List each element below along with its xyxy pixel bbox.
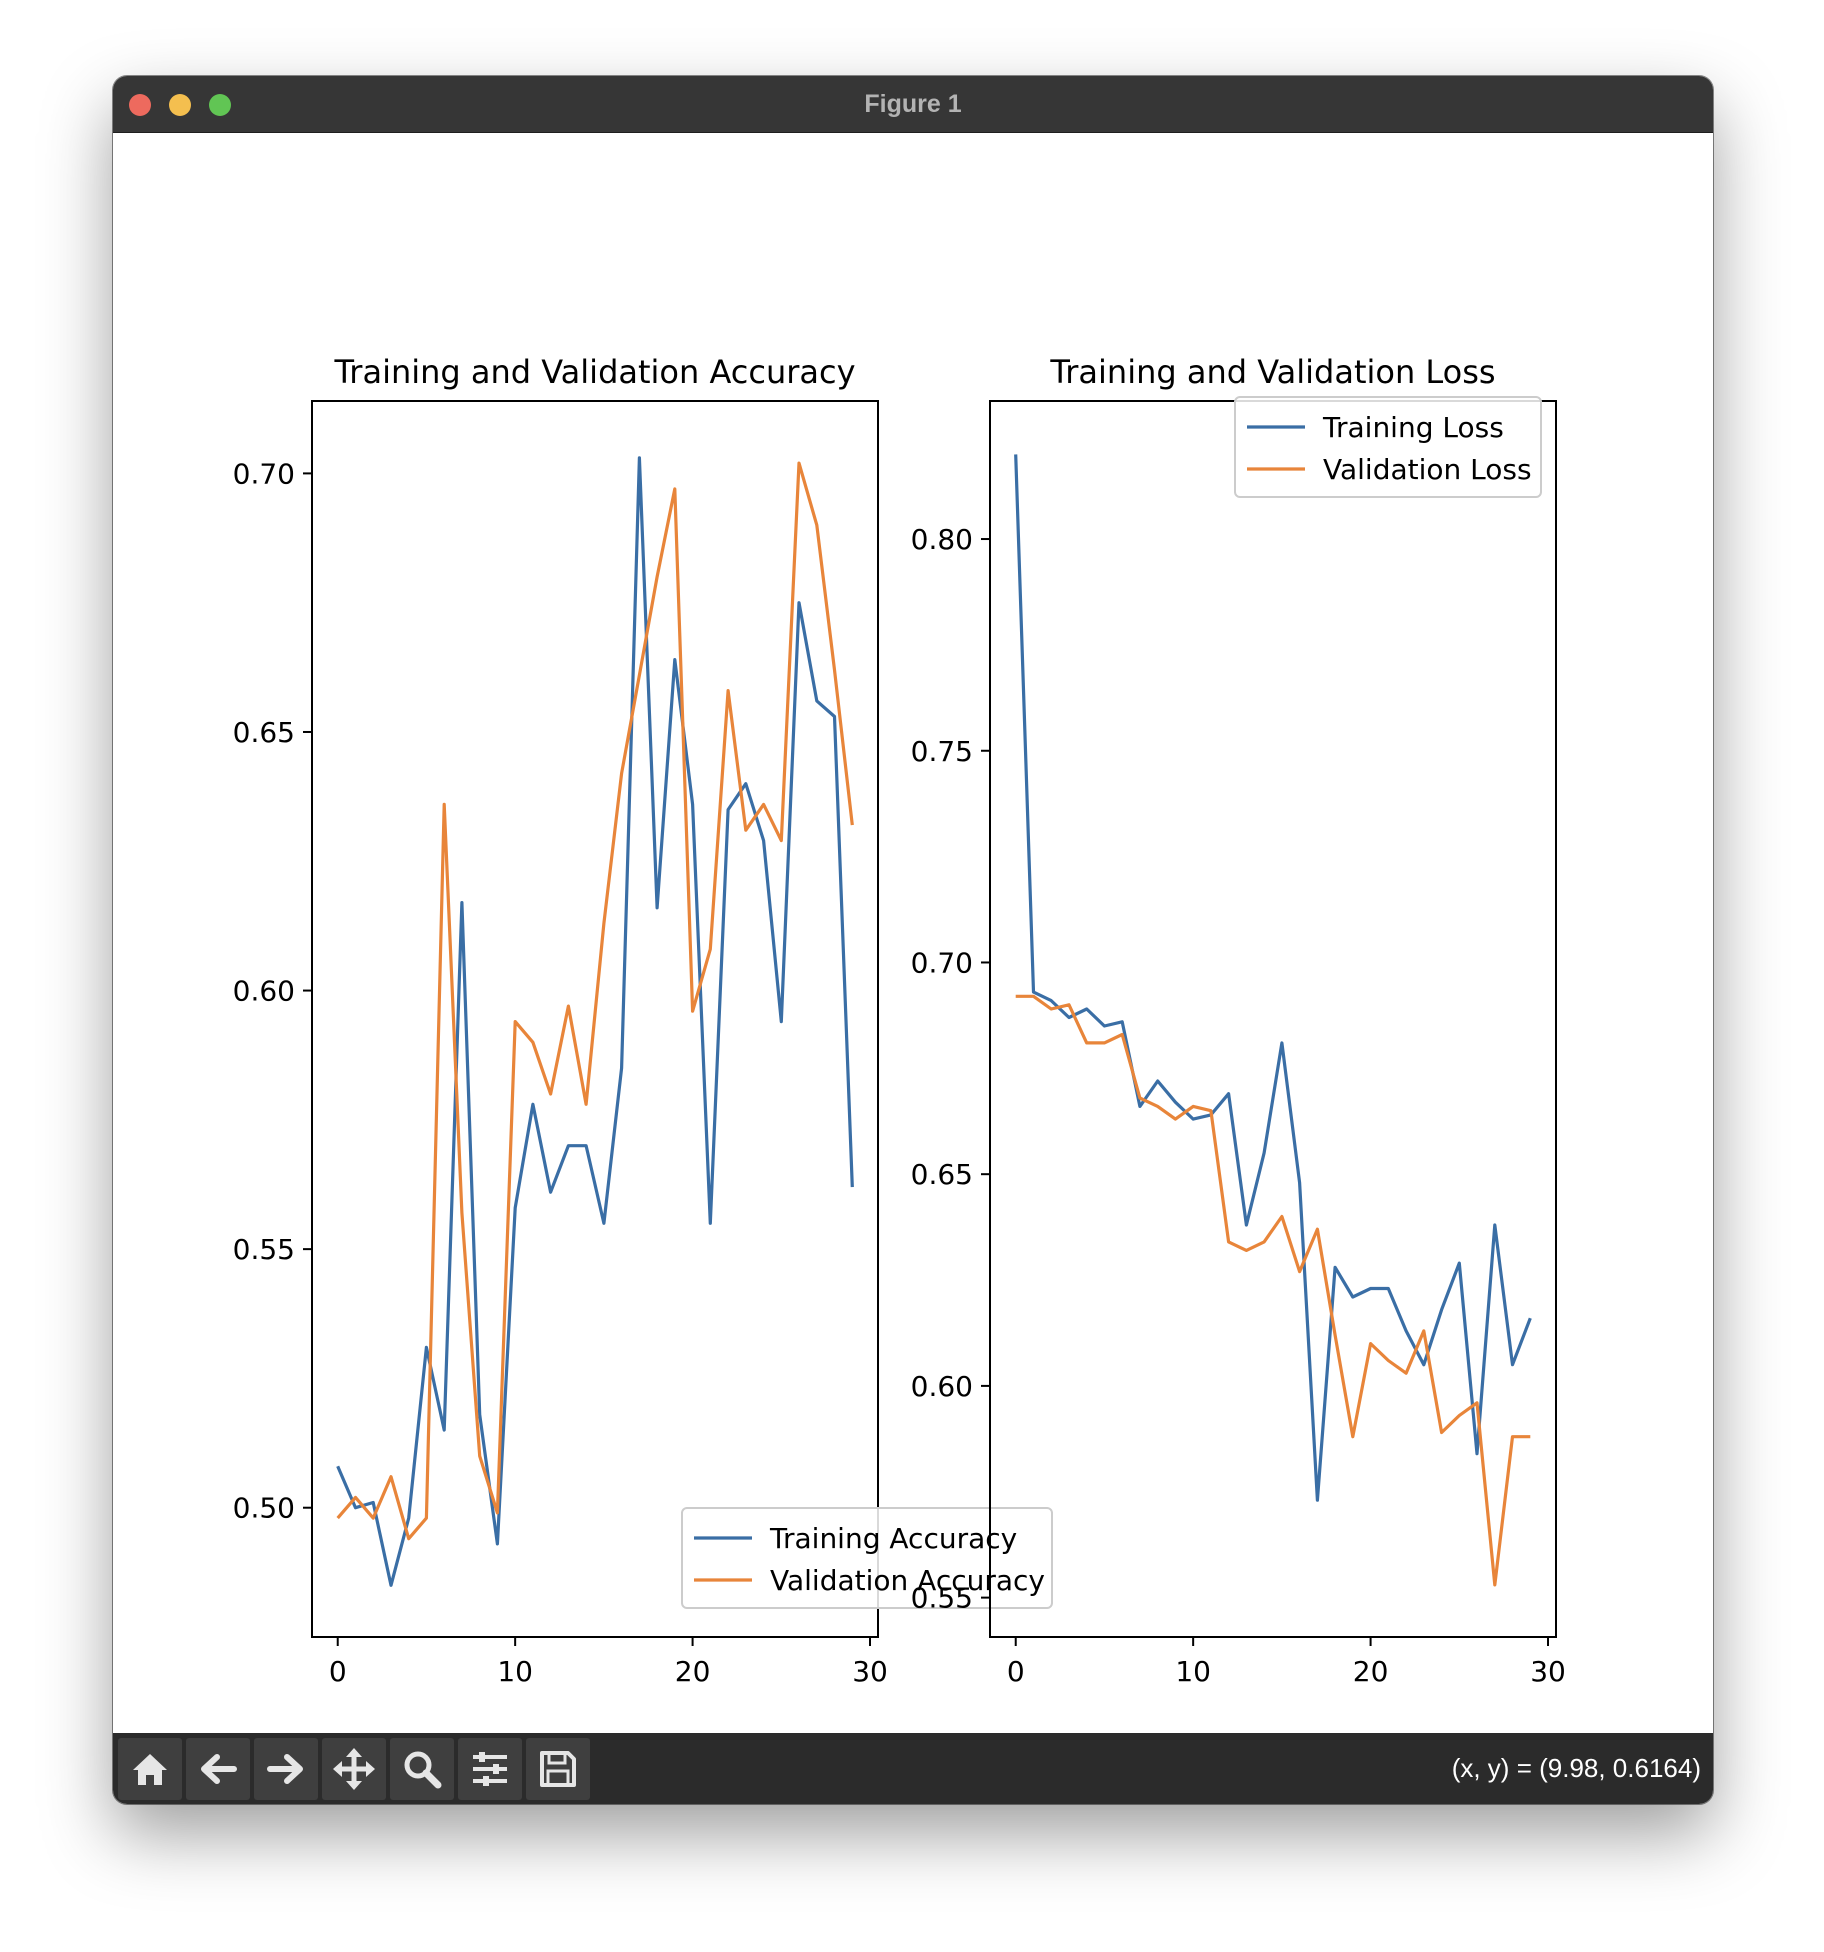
legend-label: Training Accuracy [769,1522,1017,1555]
minimize-button[interactable] [169,94,191,116]
configure-subplots-button[interactable] [458,1738,522,1800]
y-tick-label: 0.70 [911,946,973,979]
y-tick-label: 0.65 [911,1158,973,1191]
chart-0: Training and Validation Accuracy 0 10 20 30 0… [233,353,1053,1688]
legend-box [1234,396,1542,498]
x-tick-label: 10 [497,1655,533,1688]
x-tick-label: 20 [675,1655,711,1688]
chart-title: Training and Validation Accuracy [333,353,855,391]
x-tick-label: 30 [852,1655,888,1688]
legend-label: Validation Loss [1323,453,1532,486]
figure-canvas[interactable]: Training and Validation Accuracy 0 10 20 30 0… [113,133,1713,1733]
save-button[interactable] [526,1738,590,1800]
series-line-1 [336,461,854,1541]
move-icon [333,1748,375,1790]
zoom-button[interactable] [390,1738,454,1800]
floppy-disk-icon [540,1751,576,1787]
home-icon [133,1754,167,1785]
legend-label: Training Loss [1322,411,1504,444]
title-bar[interactable]: Figure 1 [113,76,1713,133]
y-tick-label: 0.65 [233,716,295,749]
window-title: Figure 1 [864,90,962,118]
legend: Training Accuracy Validation Accuracy [681,1507,1053,1609]
y-tick-label: 0.60 [233,975,295,1008]
chart-1: Training and Validation Loss 0 10 20 30 0.55 0… [911,353,1566,1688]
y-tick-label: 0.55 [233,1233,295,1266]
y-tick-label: 0.70 [233,457,295,490]
x-tick-label: 30 [1530,1655,1566,1688]
chart-title: Training and Validation Loss [1049,353,1495,391]
magnifier-icon [404,1751,442,1789]
x-tick-label: 0 [329,1655,347,1688]
sliders-icon [473,1752,507,1786]
arrow-right-icon [267,1754,303,1784]
x-tick-label: 0 [1007,1655,1025,1688]
plots-svg: Training and Validation Accuracy 0 10 20 30 0… [233,353,1566,1688]
y-tick-label: 0.60 [911,1370,973,1403]
pan-button[interactable] [322,1738,386,1800]
home-button[interactable] [118,1738,182,1800]
series-line-0 [1014,454,1532,1502]
y-tick-label: 0.75 [911,735,973,768]
close-button[interactable] [129,94,151,116]
x-tick-label: 20 [1353,1655,1389,1688]
y-tick-label: 0.80 [911,523,973,556]
legend-label: Validation Accuracy [770,1564,1045,1597]
y-tick-label: 0.50 [233,1492,295,1525]
zoom-window-button[interactable] [209,94,231,116]
x-tick-label: 10 [1175,1655,1211,1688]
series-line-1 [1015,994,1531,1587]
legend-box [681,1507,1053,1609]
navigation-toolbar: (x, y) = (9.98, 0.6164) [113,1733,1713,1804]
cursor-coordinates: (x, y) = (9.98, 0.6164) [1451,1753,1701,1783]
axes-frame [311,400,879,1638]
legend: Training Loss Validation Loss [1234,396,1542,498]
forward-button[interactable] [254,1738,318,1800]
y-tick-label: 0.55 [911,1582,973,1615]
arrow-left-icon [201,1754,237,1784]
figure-window: Figure 1 Training and Validation Accurac… [113,76,1713,1804]
series-line-0 [336,456,854,1587]
back-button[interactable] [186,1738,250,1800]
